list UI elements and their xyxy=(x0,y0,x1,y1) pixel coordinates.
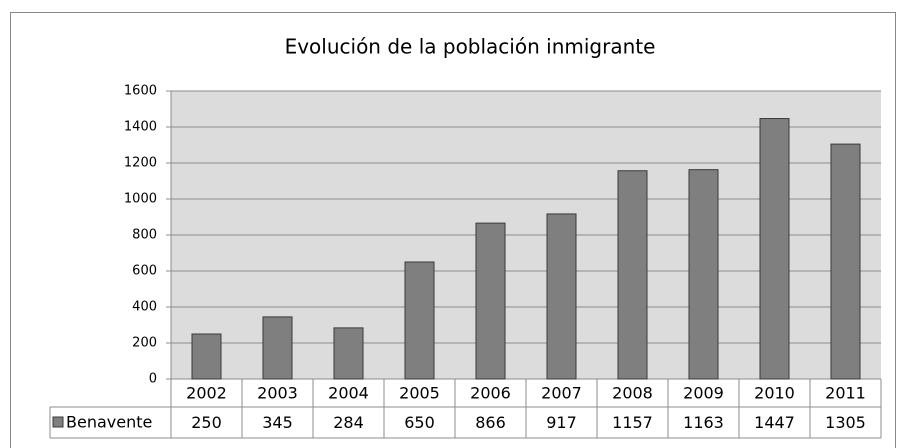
x-tick-label: 2008 xyxy=(612,384,653,403)
bar xyxy=(475,222,506,380)
y-tick-label: 200 xyxy=(132,336,157,351)
x-tick-label: 2011 xyxy=(825,384,866,403)
table-value: 1163 xyxy=(683,413,724,432)
x-tick-label: 2005 xyxy=(399,384,440,403)
bar xyxy=(759,118,790,380)
y-tick-label: 1000 xyxy=(124,192,157,207)
bar xyxy=(333,327,364,380)
bar xyxy=(404,261,435,380)
x-tick-label: 2002 xyxy=(186,384,227,403)
legend-key xyxy=(52,416,64,428)
bar xyxy=(191,333,222,380)
x-tick-label: 2006 xyxy=(470,384,511,403)
table-value: 250 xyxy=(191,413,222,432)
x-tick-label: 2009 xyxy=(683,384,724,403)
legend-label: Benavente xyxy=(66,413,152,432)
bar xyxy=(830,143,861,380)
x-tick-label: 2007 xyxy=(541,384,582,403)
y-tick-label: 0 xyxy=(149,372,157,387)
y-tick-label: 1600 xyxy=(124,84,157,99)
y-tick-label: 1400 xyxy=(124,120,157,135)
bar xyxy=(546,213,577,380)
table-value: 866 xyxy=(475,413,506,432)
table-value: 345 xyxy=(262,413,293,432)
table-value: 1305 xyxy=(825,413,866,432)
bar xyxy=(688,169,719,380)
table-value: 1157 xyxy=(612,413,653,432)
x-tick-label: 2010 xyxy=(754,384,795,403)
bar xyxy=(617,170,648,380)
x-tick-label: 2004 xyxy=(328,384,369,403)
chart-title: Evolución de la población inmigrante xyxy=(285,35,656,59)
table-value: 917 xyxy=(546,413,577,432)
y-tick-label: 800 xyxy=(132,228,157,243)
y-tick-label: 600 xyxy=(132,264,157,279)
table-value: 1447 xyxy=(754,413,795,432)
bar xyxy=(262,316,293,380)
y-tick-label: 1200 xyxy=(124,156,157,171)
table-value: 284 xyxy=(333,413,364,432)
y-tick-label: 400 xyxy=(132,300,157,315)
x-tick-label: 2003 xyxy=(257,384,298,403)
table-value: 650 xyxy=(404,413,435,432)
